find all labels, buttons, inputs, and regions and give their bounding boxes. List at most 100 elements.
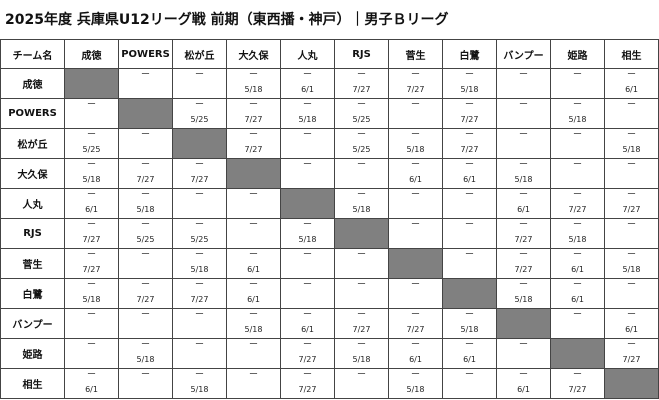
self-match-cell [388,248,443,279]
match-dash: ー [140,280,150,290]
table-row: 白鷺 ー 5/18 ー 7/27 ー 7/27 ー 6/1 ー ー ー ー 5/18 ー 6/1 ー [0,278,659,309]
match-date: 5/18 [622,265,641,274]
match-dash: ー [194,70,204,80]
match-date: 5/18 [568,235,587,244]
match-dash: ー [518,220,528,230]
match-date: 6/1 [571,295,584,304]
row-header: 相生 [0,368,65,399]
match-dash: ー [518,160,528,170]
match-dash: ー [194,160,204,170]
self-match-cell [550,338,605,369]
match-date: 7/27 [82,235,101,244]
match-date: 7/27 [622,355,641,364]
match-cell: ー [334,158,389,189]
match-cell: ー [442,248,497,279]
match-cell: ー [604,158,659,189]
match-dash: ー [464,220,474,230]
match-dash: ー [140,340,150,350]
match-date: 6/1 [625,85,638,94]
match-dash: ー [626,310,636,320]
column-header: 菅生 [388,39,443,69]
match-cell: ー [550,308,605,339]
match-dash: ー [194,280,204,290]
match-cell: ー [388,98,443,129]
match-cell: ー 5/25 [64,128,119,159]
match-cell: ー 5/18 [280,218,335,249]
match-dash: ー [140,190,150,200]
match-date: 6/1 [247,265,260,274]
self-match-cell [442,278,497,309]
match-cell: ー 7/27 [388,308,443,339]
self-match-cell [172,128,227,159]
match-date: 6/1 [301,325,314,334]
match-cell: ー 5/18 [64,278,119,309]
match-date: 7/27 [514,235,533,244]
match-cell: ー [172,308,227,339]
match-dash: ー [86,220,96,230]
match-dash: ー [248,220,258,230]
match-dash: ー [410,280,420,290]
match-date: 5/18 [190,385,209,394]
match-dash: ー [86,280,96,290]
match-date: 7/27 [82,265,101,274]
match-dash: ー [194,250,204,260]
column-header: 白鷺 [442,39,497,69]
match-date: 7/27 [190,175,209,184]
match-cell: ー 6/1 [496,368,551,399]
match-cell: ー 7/27 [604,188,659,219]
match-cell: ー [388,278,443,309]
match-dash: ー [86,100,96,110]
match-date: 6/1 [517,205,530,214]
match-dash: ー [302,70,312,80]
match-dash: ー [410,70,420,80]
match-dash: ー [194,310,204,320]
match-dash: ー [86,250,96,260]
match-cell: ー 5/18 [64,158,119,189]
match-dash: ー [86,370,96,380]
table-row: 松が丘 ー 5/25 ー ー 7/27 ー ー 5/25 ー 5/18 ー 7/27 ー ー ー 5/18 [0,128,659,159]
match-dash: ー [464,250,474,260]
match-date: 5/25 [136,235,155,244]
match-cell: ー 5/18 [604,248,659,279]
match-date: 7/27 [190,295,209,304]
match-date: 5/18 [190,265,209,274]
match-cell: ー 7/27 [226,128,281,159]
match-cell: ー [496,98,551,129]
match-dash: ー [194,190,204,200]
match-date: 5/18 [352,355,371,364]
match-cell: ー [118,368,173,399]
match-dash: ー [518,340,528,350]
match-cell: ー 5/25 [172,98,227,129]
match-date: 5/18 [352,205,371,214]
match-date: 6/1 [247,295,260,304]
match-dash: ー [140,250,150,260]
match-date: 7/27 [298,355,317,364]
column-header: 大久保 [226,39,281,69]
match-cell: ー [172,68,227,99]
column-header: 相生 [604,39,659,69]
match-dash: ー [248,370,258,380]
match-date: 7/27 [406,325,425,334]
match-cell: ー 5/18 [496,158,551,189]
match-dash: ー [140,310,150,320]
match-dash: ー [302,310,312,320]
match-cell: ー 7/27 [334,68,389,99]
match-cell: ー [226,188,281,219]
match-cell: ー 5/18 [550,218,605,249]
match-dash: ー [86,340,96,350]
row-header: 白鷺 [0,278,65,309]
match-dash: ー [194,340,204,350]
match-cell: ー [604,278,659,309]
match-date: 5/18 [244,85,263,94]
match-cell: ー [496,338,551,369]
match-dash: ー [356,280,366,290]
match-dash: ー [410,100,420,110]
match-date: 7/27 [352,85,371,94]
schedule-table: チーム名 成徳 POWERS 松が丘 大久保 人丸 RJS 菅生 白鷺 バンプー 姫路 相生 成徳ー… [0,39,659,399]
match-dash: ー [356,370,366,380]
match-dash: ー [518,130,528,140]
match-dash: ー [464,370,474,380]
match-cell: ー [280,158,335,189]
match-cell: ー [64,308,119,339]
match-dash: ー [248,190,258,200]
